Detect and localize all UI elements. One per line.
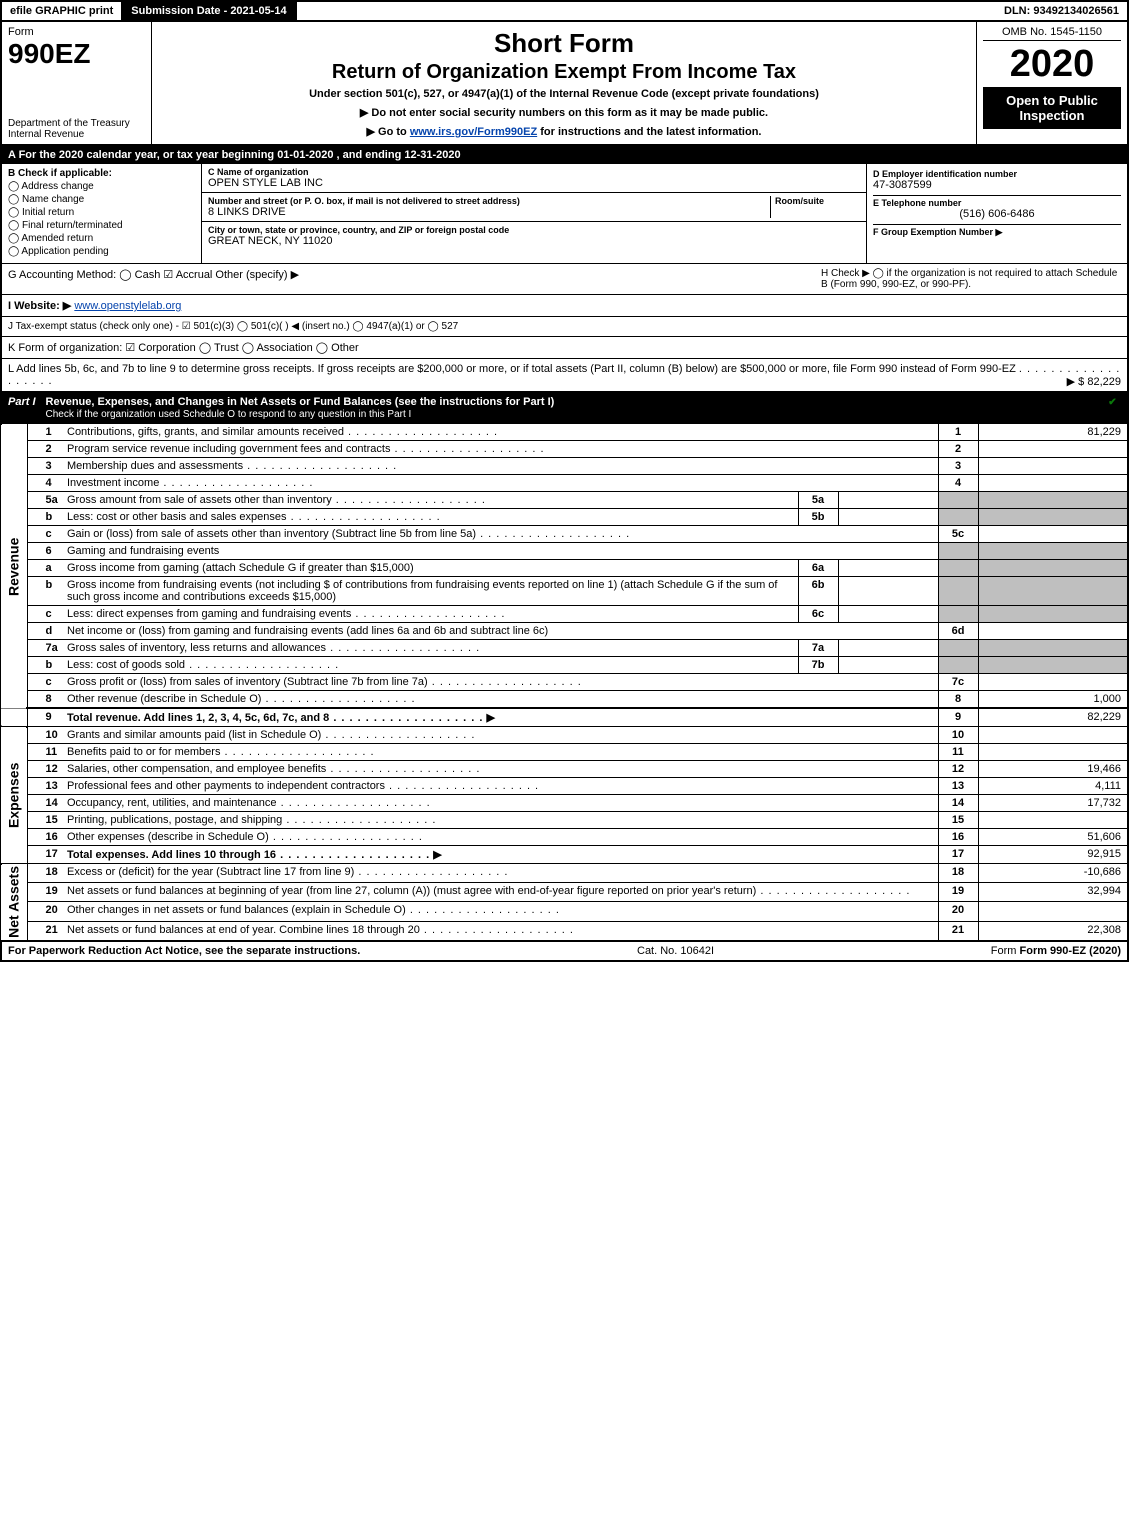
line-g: G Accounting Method: ◯ Cash ☑ Accrual Ot… xyxy=(8,268,821,290)
row-1: Revenue 1 Contributions, gifts, grants, … xyxy=(1,424,1128,441)
phone-label: E Telephone number xyxy=(873,198,1121,208)
row-16: 16Other expenses (describe in Schedule O… xyxy=(1,829,1128,846)
lines-table: Revenue 1 Contributions, gifts, grants, … xyxy=(0,424,1129,941)
org-name: OPEN STYLE LAB INC xyxy=(208,177,860,189)
header-right: OMB No. 1545-1150 2020 Open to Public In… xyxy=(977,22,1127,144)
tax-year: 2020 xyxy=(983,45,1121,83)
meta-rows: G Accounting Method: ◯ Cash ☑ Accrual Ot… xyxy=(0,264,1129,392)
part1-header: Part I Revenue, Expenses, and Changes in… xyxy=(0,392,1129,424)
row-8: 8Other revenue (describe in Schedule O)8… xyxy=(1,691,1128,709)
row-3: 3Membership dues and assessments3 xyxy=(1,458,1128,475)
row-13: 13Professional fees and other payments t… xyxy=(1,778,1128,795)
chk-final-return[interactable]: ◯ Final return/terminated xyxy=(8,220,195,231)
row-6c: cLess: direct expenses from gaming and f… xyxy=(1,606,1128,623)
short-form-title: Short Form xyxy=(162,28,966,59)
line-l: L Add lines 5b, 6c, and 7b to line 9 to … xyxy=(2,359,1127,392)
ein-value: 47-3087599 xyxy=(873,179,1121,191)
form-reference: Form Form 990-EZ (2020) xyxy=(991,945,1121,957)
efile-print-label[interactable]: efile GRAPHIC print xyxy=(2,2,123,20)
row-17: 17Total expenses. Add lines 10 through 1… xyxy=(1,846,1128,864)
row-10: Expenses 10Grants and similar amounts pa… xyxy=(1,727,1128,744)
line-i: I Website: ▶ www.openstylelab.org xyxy=(2,295,1127,317)
group-exemption-label: F Group Exemption Number ▶ xyxy=(873,227,1121,238)
chk-amended-return[interactable]: ◯ Amended return xyxy=(8,233,195,244)
catalog-number: Cat. No. 10642I xyxy=(637,945,714,957)
code-section-subtitle: Under section 501(c), 527, or 4947(a)(1)… xyxy=(162,88,966,100)
city-label: City or town, state or province, country… xyxy=(208,225,860,235)
return-title: Return of Organization Exempt From Incom… xyxy=(162,61,966,84)
row-7a: 7aGross sales of inventory, less returns… xyxy=(1,640,1128,657)
form-label: Form xyxy=(8,26,145,38)
box-def: D Employer identification number 47-3087… xyxy=(867,164,1127,263)
revenue-side-label: Revenue xyxy=(1,424,27,708)
row-5a: 5aGross amount from sale of assets other… xyxy=(1,492,1128,509)
tax-period-row: A For the 2020 calendar year, or tax yea… xyxy=(0,146,1129,164)
row-15: 15Printing, publications, postage, and s… xyxy=(1,812,1128,829)
row-20: 20Other changes in net assets or fund ba… xyxy=(1,902,1128,921)
form-number: 990EZ xyxy=(8,38,145,70)
phone-value: (516) 606-6486 xyxy=(873,208,1121,220)
ssn-warning: ▶ Do not enter social security numbers o… xyxy=(162,106,966,119)
instr-prefix: ▶ Go to xyxy=(367,126,410,138)
row-5b: bLess: cost or other basis and sales exp… xyxy=(1,509,1128,526)
part1-label: Part I xyxy=(8,396,46,420)
header-mid: Short Form Return of Organization Exempt… xyxy=(152,22,977,144)
chk-address-change[interactable]: ◯ Address change xyxy=(8,181,195,192)
chk-application-pending[interactable]: ◯ Application pending xyxy=(8,246,195,257)
line-h: H Check ▶ ◯ if the organization is not r… xyxy=(821,268,1121,290)
form-header: Form 990EZ Department of the Treasury In… xyxy=(0,22,1129,146)
ein-label: D Employer identification number xyxy=(873,169,1121,179)
line-k: K Form of organization: ☑ Corporation ◯ … xyxy=(2,337,1127,359)
part1-checkbox[interactable] xyxy=(1107,396,1121,420)
box-b: B Check if applicable: ◯ Address change … xyxy=(2,164,202,263)
row-18: Net Assets 18Excess or (deficit) for the… xyxy=(1,864,1128,883)
dln: DLN: 93492134026561 xyxy=(996,2,1127,20)
entity-info-grid: B Check if applicable: ◯ Address change … xyxy=(0,164,1129,264)
row-12: 12Salaries, other compensation, and empl… xyxy=(1,761,1128,778)
row-5c: cGain or (loss) from sale of assets othe… xyxy=(1,526,1128,543)
room-label: Room/suite xyxy=(775,196,860,206)
row-6b: bGross income from fundraising events (n… xyxy=(1,577,1128,606)
part1-title: Revenue, Expenses, and Changes in Net As… xyxy=(46,396,555,420)
city-value: GREAT NECK, NY 11020 xyxy=(208,235,860,247)
header-left: Form 990EZ Department of the Treasury In… xyxy=(2,22,152,144)
addr-label: Number and street (or P. O. box, if mail… xyxy=(208,196,770,206)
line-l-amount: ▶ $ 82,229 xyxy=(1067,375,1121,388)
row-7c: cGross profit or (loss) from sales of in… xyxy=(1,674,1128,691)
row-2: 2Program service revenue including gover… xyxy=(1,441,1128,458)
row-6: 6Gaming and fundraising events xyxy=(1,543,1128,560)
website-link[interactable]: www.openstylelab.org xyxy=(74,300,181,312)
row-6a: aGross income from gaming (attach Schedu… xyxy=(1,560,1128,577)
chk-initial-return[interactable]: ◯ Initial return xyxy=(8,207,195,218)
instructions-link-line: ▶ Go to www.irs.gov/Form990EZ for instru… xyxy=(162,125,966,138)
org-name-label: C Name of organization xyxy=(208,167,860,177)
page-footer: For Paperwork Reduction Act Notice, see … xyxy=(0,941,1129,962)
pra-notice: For Paperwork Reduction Act Notice, see … xyxy=(8,945,360,957)
line-l-text: L Add lines 5b, 6c, and 7b to line 9 to … xyxy=(8,363,1016,375)
row-7b: bLess: cost of goods sold7b xyxy=(1,657,1128,674)
row-21: 21Net assets or fund balances at end of … xyxy=(1,921,1128,940)
open-to-public: Open to Public Inspection xyxy=(983,87,1121,129)
box-c: C Name of organization OPEN STYLE LAB IN… xyxy=(202,164,867,263)
instr-suffix: for instructions and the latest informat… xyxy=(537,126,761,138)
row-4: 4Investment income4 xyxy=(1,475,1128,492)
netassets-side-label: Net Assets xyxy=(1,864,27,941)
expenses-side-label: Expenses xyxy=(1,727,27,864)
irs-link[interactable]: www.irs.gov/Form990EZ xyxy=(410,126,537,138)
top-bar: efile GRAPHIC print Submission Date - 20… xyxy=(0,0,1129,22)
omb-number: OMB No. 1545-1150 xyxy=(983,26,1121,41)
line-j: J Tax-exempt status (check only one) - ☑… xyxy=(2,317,1127,337)
row-9: 9Total revenue. Add lines 1, 2, 3, 4, 5c… xyxy=(1,708,1128,727)
chk-name-change[interactable]: ◯ Name change xyxy=(8,194,195,205)
website-label: I Website: ▶ xyxy=(8,300,71,312)
department-label: Department of the Treasury Internal Reve… xyxy=(8,118,145,140)
row-6d: dNet income or (loss) from gaming and fu… xyxy=(1,623,1128,640)
submission-date: Submission Date - 2021-05-14 xyxy=(123,2,296,20)
row-19: 19Net assets or fund balances at beginni… xyxy=(1,883,1128,902)
row-11: 11Benefits paid to or for members11 xyxy=(1,744,1128,761)
row-14: 14Occupancy, rent, utilities, and mainte… xyxy=(1,795,1128,812)
addr-value: 8 LINKS DRIVE xyxy=(208,206,770,218)
box-b-label: B Check if applicable: xyxy=(8,168,195,179)
